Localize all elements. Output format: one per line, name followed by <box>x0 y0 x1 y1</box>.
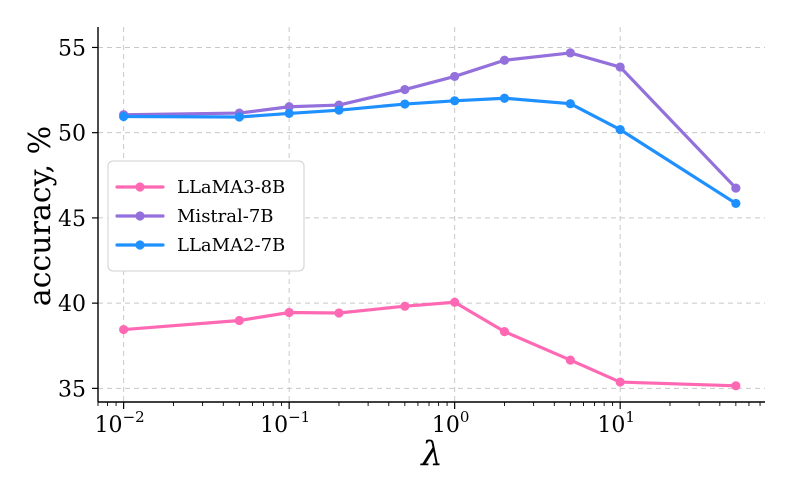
data-point-mistral-7b <box>565 48 575 58</box>
series-line-llama3-8b <box>122 300 738 388</box>
data-point-mistral-7b <box>615 62 625 72</box>
y-axis-label: accuracy, % <box>23 126 58 306</box>
legend-marker-llama2-7b <box>135 240 145 250</box>
x-tick-exponent: 0 <box>460 408 470 426</box>
legend-marker-mistral-7b <box>135 211 145 221</box>
data-point-llama2-7b <box>450 96 460 106</box>
axes <box>92 27 765 409</box>
y-tick-label: 35 <box>58 377 86 402</box>
data-point-llama3-8b <box>499 327 510 337</box>
data-point-llama2-7b <box>119 111 129 122</box>
data-point-llama2-7b <box>284 108 294 119</box>
data-point-mistral-7b <box>400 84 410 95</box>
data-point-llama3-8b <box>565 355 575 365</box>
data-point-llama2-7b <box>334 105 344 115</box>
data-point-llama2-7b <box>234 112 244 122</box>
data-point-mistral-7b <box>499 55 510 65</box>
legend: LLaMA3-8B Mistral-7B LLaMA2-7B <box>107 160 305 272</box>
x-tick-label: 100 <box>432 408 470 438</box>
series-line-llama2-7b <box>122 96 738 206</box>
data-point-mistral-7b <box>450 71 460 82</box>
data-point-mistral-7b <box>284 102 294 112</box>
x-tick-label: 10−2 <box>95 408 145 438</box>
data-point-llama3-8b <box>334 308 344 318</box>
x-tick-base: 10 <box>597 413 625 438</box>
y-tick-label: 45 <box>58 207 86 232</box>
data-point-llama3-8b <box>119 324 129 335</box>
x-tick-base: 10 <box>95 413 123 438</box>
legend-label-llama3-8b: LLaMA3-8B <box>177 177 285 198</box>
x-axis-label: λ <box>419 434 443 474</box>
data-point-llama2-7b <box>615 125 625 135</box>
data-point-llama2-7b <box>731 198 741 209</box>
y-tick-label: 55 <box>58 36 86 61</box>
x-tick-exponent: −1 <box>288 408 310 426</box>
data-point-llama3-8b <box>284 307 294 318</box>
x-tick-exponent: −2 <box>123 408 145 426</box>
data-point-llama3-8b <box>615 377 625 387</box>
data-point-llama2-7b <box>565 99 575 109</box>
data-point-llama3-8b <box>450 297 460 307</box>
x-tick-base: 10 <box>260 413 288 438</box>
data-point-llama2-7b <box>499 93 510 103</box>
series-lines <box>119 48 741 391</box>
series-line-mistral-7b <box>122 51 738 190</box>
legend-label-llama2-7b: LLaMA2-7B <box>177 235 285 256</box>
x-tick-label: 101 <box>597 408 635 438</box>
data-point-llama3-8b <box>234 315 244 326</box>
x-tick-base: 10 <box>432 413 460 438</box>
data-point-mistral-7b <box>731 183 741 193</box>
y-tick-label: 50 <box>58 122 86 147</box>
legend-marker-llama3-8b <box>135 182 145 192</box>
x-tick-exponent: 1 <box>625 408 635 426</box>
x-tick-label: 10−1 <box>260 408 310 438</box>
y-tick-label: 40 <box>58 292 86 317</box>
legend-label-mistral-7b: Mistral-7B <box>177 206 274 227</box>
data-point-llama3-8b <box>731 381 741 391</box>
data-point-llama3-8b <box>400 301 410 311</box>
data-point-llama2-7b <box>400 99 410 109</box>
